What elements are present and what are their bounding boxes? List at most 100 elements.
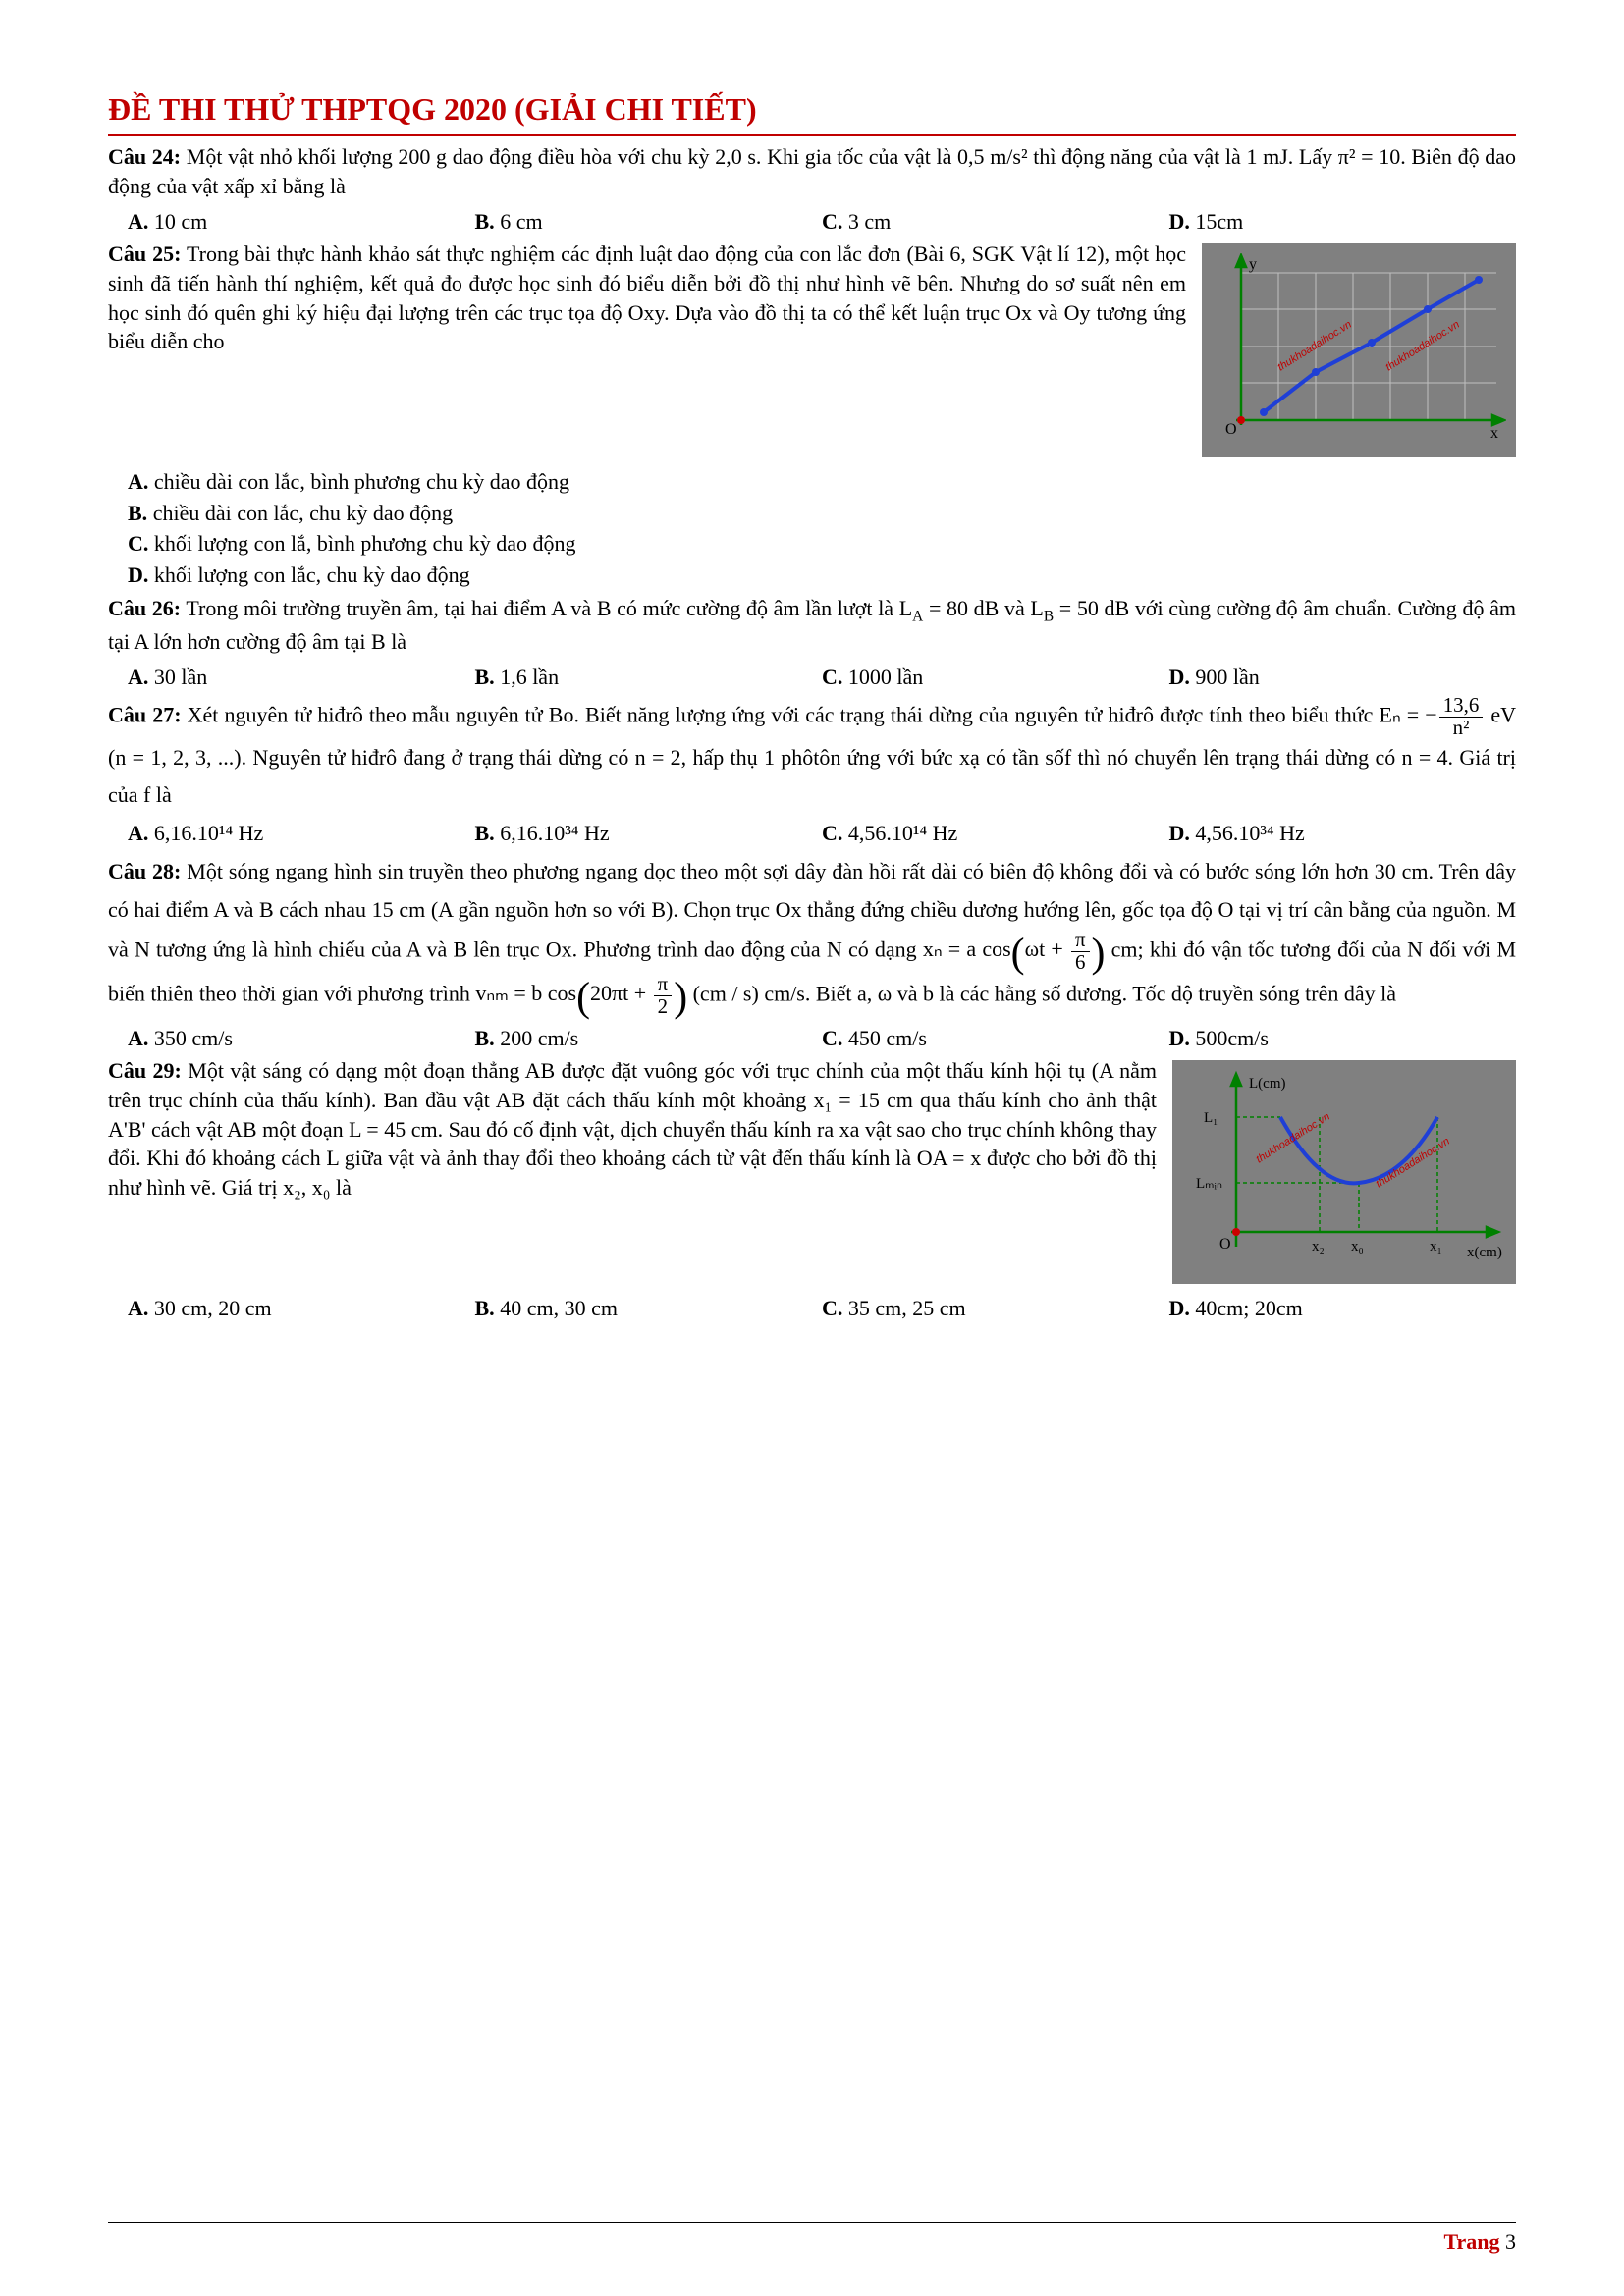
q26-b-text: 1,6 lần: [500, 665, 559, 689]
q26-label: Câu 26:: [108, 596, 181, 620]
q26-sub-a: A: [912, 608, 923, 624]
q26-options: A. 30 lần B. 1,6 lần C. 1000 lần D. 900 …: [128, 663, 1516, 692]
q29-d-text: 40cm; 20cm: [1195, 1296, 1302, 1320]
q27-frac-num: 13,6: [1439, 695, 1484, 718]
q25-graph: O x y thukhoadaihoc.vn thukhoadaihoc.vn: [1202, 243, 1516, 457]
q28-options: A. 350 cm/s B. 200 cm/s C. 450 cm/s D. 5…: [128, 1024, 1516, 1053]
q24-b-text: 6 cm: [500, 209, 542, 234]
footer-page: 3: [1505, 2229, 1516, 2254]
q26-c-text: 1000 lần: [848, 665, 923, 689]
q28-eq2-den: 2: [654, 996, 673, 1018]
q28-eq1-lhs: xₙ = a cos: [923, 936, 1011, 961]
q25-a-text: chiều dài con lắc, bình phương chu kỳ da…: [154, 469, 569, 494]
svg-text:x₂: x₂: [1312, 1239, 1325, 1255]
q24-label: Câu 24:: [108, 144, 181, 169]
q25-b-text: chiều dài con lắc, chu kỳ dao động: [153, 501, 453, 525]
page-footer: Trang 3: [108, 2222, 1516, 2257]
q25-x-label: x: [1490, 425, 1498, 440]
question-28: Câu 28: Một sóng ngang hình sin truyền t…: [108, 852, 1516, 1018]
q28-eq1-inner: ωt +: [1025, 936, 1069, 961]
q24-opt-b: B. 6 cm: [475, 207, 823, 237]
q24-c-text: 3 cm: [848, 209, 891, 234]
q25-options: A. chiều dài con lắc, bình phương chu kỳ…: [128, 467, 1516, 590]
q29-opt-a: A. 30 cm, 20 cm: [128, 1294, 475, 1323]
footer-label: Trang: [1443, 2229, 1505, 2254]
q27-a-text: 6,16.10¹⁴ Hz: [154, 821, 263, 845]
q28-eq1-num: π: [1071, 930, 1090, 952]
svg-text:O: O: [1219, 1236, 1231, 1253]
q25-y-label: y: [1249, 256, 1257, 273]
q26-opt-d: D. 900 lần: [1169, 663, 1517, 692]
q25-origin-label: O: [1225, 421, 1237, 438]
q27-opt-d: D. 4,56.10³⁴ Hz: [1169, 819, 1517, 848]
q24-opt-d: D. 15cm: [1169, 207, 1517, 237]
q25-opt-c: C. khối lượng con lắ, bình phương chu kỳ…: [128, 529, 1516, 559]
q28-b-text: 200 cm/s: [500, 1026, 578, 1050]
q28-eq2-lhs: vₙₘ = b cos: [475, 981, 576, 1005]
q25-opt-a: A. chiều dài con lắc, bình phương chu kỳ…: [128, 467, 1516, 497]
q25-opt-d: D. khối lượng con lắc, chu kỳ dao động: [128, 561, 1516, 590]
question-25-block: O x y thukhoadaihoc.vn thukhoadaihoc.vn …: [108, 240, 1516, 589]
q24-a-text: 10 cm: [154, 209, 207, 234]
svg-text:Lₘᵢₙ: Lₘᵢₙ: [1196, 1176, 1222, 1192]
q29-graph: O L(cm) x(cm) L₁ Lₘᵢₙ x₂ x₀ x₁: [1172, 1060, 1516, 1284]
q25-graph-svg: O x y thukhoadaihoc.vn thukhoadaihoc.vn: [1212, 253, 1506, 440]
q27-c-text: 4,56.10¹⁴ Hz: [848, 821, 957, 845]
q27-options: A. 6,16.10¹⁴ Hz B. 6,16.10³⁴ Hz C. 4,56.…: [128, 819, 1516, 848]
q28-opt-a: A. 350 cm/s: [128, 1024, 475, 1053]
q27-opt-a: A. 6,16.10¹⁴ Hz: [128, 819, 475, 848]
page-title: ĐỀ THI THỬ THPTQG 2020 (GIẢI CHI TIẾT): [108, 88, 1516, 136]
svg-text:x₁: x₁: [1430, 1239, 1442, 1255]
svg-text:x(cm): x(cm): [1467, 1245, 1502, 1260]
q24-text: Một vật nhỏ khối lượng 200 g dao động đi…: [108, 144, 1516, 198]
q28-eq1: xₙ = a cos(ωt + π6): [923, 936, 1111, 961]
q27-frac-den: n²: [1439, 718, 1484, 739]
svg-text:x₀: x₀: [1351, 1239, 1364, 1255]
q27-frac: 13,6n²: [1439, 695, 1484, 739]
q27-opt-c: C. 4,56.10¹⁴ Hz: [822, 819, 1169, 848]
q26-opt-c: C. 1000 lần: [822, 663, 1169, 692]
q26-sub-b: B: [1044, 608, 1054, 624]
q29-a-text: 30 cm, 20 cm: [154, 1296, 272, 1320]
q24-d-text: 15cm: [1195, 209, 1243, 234]
q29-opt-b: B. 40 cm, 30 cm: [475, 1294, 823, 1323]
q29-text: Một vật sáng có dạng một đoạn thẳng AB đ…: [108, 1058, 1157, 1200]
q28-eq2-num: π: [654, 974, 673, 996]
q25-opt-b: B. chiều dài con lắc, chu kỳ dao động: [128, 499, 1516, 528]
q28-c-text: 450 cm/s: [848, 1026, 927, 1050]
q29-opt-c: C. 35 cm, 25 cm: [822, 1294, 1169, 1323]
q28-opt-d: D. 500cm/s: [1169, 1024, 1517, 1053]
q29-b-text: 40 cm, 30 cm: [500, 1296, 618, 1320]
q28-eq2: vₙₘ = b cos(20πt + π2): [475, 981, 692, 1005]
q26-text-pre: Trong môi trường truyền âm, tại hai điểm…: [181, 596, 912, 620]
q28-eq2-tail: (cm / s) cm/s. Biết a, ω và b là các hằn…: [693, 981, 1396, 1005]
q29-opt-d: D. 40cm; 20cm: [1169, 1294, 1517, 1323]
q29-graph-svg: O L(cm) x(cm) L₁ Lₘᵢₙ x₂ x₀ x₁: [1182, 1070, 1506, 1266]
question-27: Câu 27: Xét nguyên tử hiđrô theo mẫu ngu…: [108, 695, 1516, 813]
q24-options: A. 10 cm B. 6 cm C. 3 cm D. 15cm: [128, 207, 1516, 237]
q28-label: Câu 28:: [108, 859, 181, 883]
q28-opt-b: B. 200 cm/s: [475, 1024, 823, 1053]
q26-opt-b: B. 1,6 lần: [475, 663, 823, 692]
q27-opt-b: B. 6,16.10³⁴ Hz: [475, 819, 823, 848]
q28-opt-c: C. 450 cm/s: [822, 1024, 1169, 1053]
q25-d-text: khối lượng con lắc, chu kỳ dao động: [154, 562, 470, 587]
q28-eq2-inner: 20πt +: [590, 981, 652, 1005]
q27-label: Câu 27:: [108, 703, 182, 727]
q29-options: A. 30 cm, 20 cm B. 40 cm, 30 cm C. 35 cm…: [128, 1294, 1516, 1323]
q26-opt-a: A. 30 lần: [128, 663, 475, 692]
q29-c-text: 35 cm, 25 cm: [848, 1296, 966, 1320]
svg-text:L(cm): L(cm): [1249, 1076, 1285, 1092]
question-24: Câu 24: Một vật nhỏ khối lượng 200 g dao…: [108, 142, 1516, 200]
q28-eq1-den: 6: [1071, 952, 1090, 974]
q26-d-text: 900 lần: [1195, 665, 1259, 689]
question-26: Câu 26: Trong môi trường truyền âm, tại …: [108, 594, 1516, 657]
svg-text:L₁: L₁: [1204, 1110, 1218, 1126]
q24-opt-c: C. 3 cm: [822, 207, 1169, 237]
q29-label: Câu 29:: [108, 1058, 182, 1083]
q25-label: Câu 25:: [108, 241, 181, 266]
q27-text-pre: Xét nguyên tử hiđrô theo mẫu nguyên tử B…: [182, 703, 1380, 727]
q27-formula-lhs: Eₙ = −: [1380, 703, 1437, 727]
q28-d-text: 500cm/s: [1195, 1026, 1269, 1050]
q27-d-text: 4,56.10³⁴ Hz: [1195, 821, 1304, 845]
